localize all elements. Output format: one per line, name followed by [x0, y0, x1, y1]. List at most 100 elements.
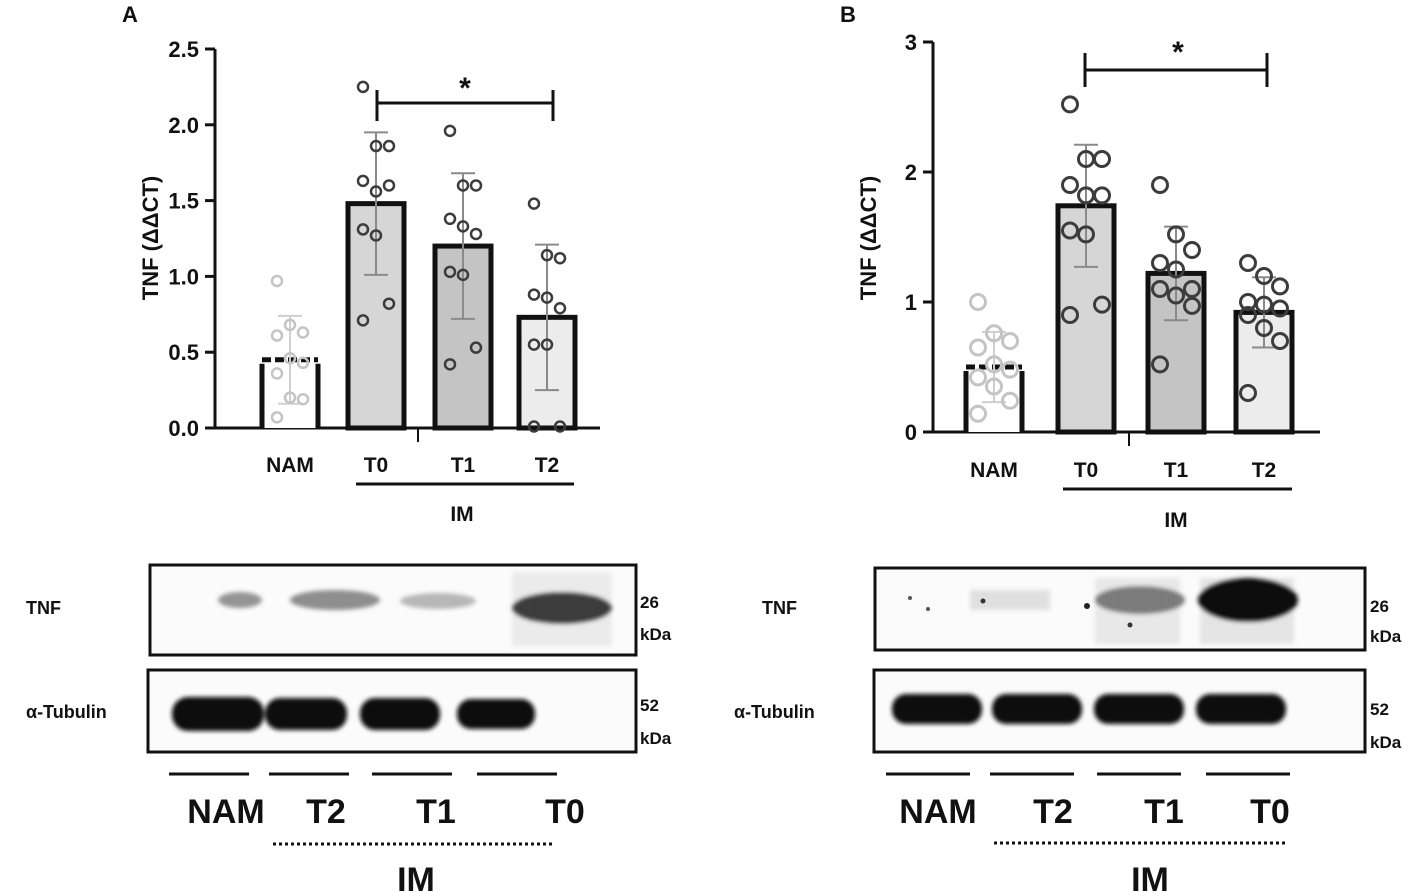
- y-tick-label: 2.5: [168, 37, 199, 62]
- data-point: [985, 324, 1003, 343]
- data-point: [1061, 95, 1079, 114]
- data-point: [527, 197, 541, 210]
- panel-b-group-label: IM: [1164, 509, 1187, 532]
- panel-b-label: B: [840, 2, 856, 27]
- lane-label: T0: [545, 793, 585, 831]
- panel-b-yaxis-ticks: 0 1 2 3: [905, 30, 933, 445]
- panel-a-group-label: IM: [450, 503, 473, 526]
- data-point: [1167, 260, 1185, 279]
- data-point: [969, 368, 987, 387]
- x-tick-label: T1: [451, 454, 476, 477]
- lane-label: T0: [1250, 793, 1290, 831]
- panel-b-western-blot: TNF α-Tubulin 26 kDa 52 kDa: [734, 566, 1402, 891]
- data-point: [985, 377, 1003, 396]
- data-point: [270, 367, 284, 380]
- panel-a-tubulin-kda-unit: kDa: [640, 729, 672, 748]
- bar-t0: [345, 80, 407, 431]
- lane-label: T1: [416, 793, 456, 831]
- panel-a-ylabel: TNF (ΔΔCT): [138, 176, 163, 300]
- x-tick-label: T1: [1164, 459, 1189, 482]
- y-tick-label: 2.0: [168, 113, 199, 138]
- panel-b-tnf-kda-value: 26: [1370, 597, 1389, 616]
- data-point: [356, 314, 370, 327]
- panel-b-tubulin-kda-unit: kDa: [1370, 733, 1402, 752]
- panel-a-tnf-kda-unit: kDa: [640, 625, 672, 644]
- lane-label: NAM: [187, 793, 264, 831]
- data-point: [540, 291, 554, 304]
- data-point: [296, 326, 310, 339]
- panel-b-significance-bracket: *: [1083, 36, 1269, 87]
- data-point: [553, 420, 567, 433]
- data-point: [1077, 225, 1095, 244]
- data-point: [1061, 306, 1079, 324]
- panel-a-blot-group-label: IM: [397, 861, 435, 891]
- bar-t0: [1055, 95, 1117, 435]
- data-point: [1167, 286, 1185, 305]
- panel-a-bars: [259, 80, 578, 433]
- data-point: [985, 355, 1003, 374]
- data-point: [469, 179, 483, 192]
- y-tick-label: 2: [905, 160, 917, 185]
- data-point: [270, 329, 284, 342]
- lane-label: NAM: [899, 793, 976, 831]
- data-point: [283, 391, 297, 404]
- data-point: [1255, 267, 1273, 285]
- data-point: [540, 338, 554, 351]
- panel-a-blot-row-tubulin: α-Tubulin: [26, 702, 107, 722]
- data-point: [456, 268, 470, 282]
- data-point: [553, 301, 567, 315]
- data-point: [527, 288, 541, 301]
- panel-a-significance-bracket: *: [375, 72, 555, 121]
- data-point: [443, 358, 457, 371]
- data-point: [969, 404, 987, 423]
- data-point: [443, 212, 457, 226]
- data-point: [283, 318, 297, 332]
- lane-label: T2: [306, 793, 346, 831]
- data-point: [553, 251, 567, 265]
- panel-a-yaxis-ticks: 0.0 0.5 1.0 1.5 2.0 2.5: [168, 37, 215, 441]
- x-tick-label: T2: [1252, 459, 1277, 482]
- data-point: [1061, 176, 1079, 194]
- data-point: [1001, 360, 1019, 379]
- x-tick-label: NAM: [266, 454, 314, 477]
- panel-b-tnf-bands: [970, 578, 1298, 644]
- panel-a-western-blot: TNF α-Tubulin 26 kDa 52 kDa NAM T2 T1: [26, 563, 672, 891]
- data-point: [527, 420, 541, 433]
- data-point: [1167, 225, 1185, 244]
- data-point: [1239, 384, 1257, 402]
- data-point: [1061, 221, 1079, 240]
- panel-b-ylabel: TNF (ΔΔCT): [856, 176, 881, 300]
- data-point: [1255, 295, 1273, 314]
- data-point: [1183, 280, 1201, 298]
- bar-t2: [516, 197, 578, 433]
- panel-a-lane-labels: NAM T2 T1 T0: [187, 793, 585, 831]
- y-tick-label: 0: [905, 420, 917, 445]
- panel-a-tnf-bands: [218, 572, 612, 646]
- panel-b-chart: B TNF (ΔΔCT) 0 1 2 3 * NAM T0 T1 T2 IM: [840, 2, 1320, 532]
- data-point: [527, 338, 541, 351]
- data-point: [270, 274, 284, 288]
- lane-label: T1: [1144, 793, 1184, 831]
- data-point: [1093, 150, 1111, 168]
- data-point: [540, 248, 554, 262]
- data-point: [369, 229, 383, 242]
- data-point: [1151, 355, 1169, 374]
- panel-b-tubulin-kda-value: 52: [1370, 700, 1389, 719]
- data-point: [356, 174, 370, 188]
- x-tick-label: NAM: [970, 459, 1018, 482]
- data-point: [1239, 254, 1257, 272]
- panel-b-blot-group-label: IM: [1131, 861, 1169, 891]
- bar-nam: [259, 274, 321, 428]
- data-point: [469, 227, 483, 241]
- y-tick-label: 1: [905, 290, 917, 315]
- panel-a-significance-star: *: [459, 72, 471, 105]
- x-tick-label: T2: [535, 454, 560, 477]
- data-point: [369, 139, 383, 153]
- data-point: [296, 356, 310, 370]
- panel-b-tnf-kda-unit: kDa: [1370, 627, 1402, 646]
- data-point: [1239, 306, 1257, 324]
- data-point: [1151, 280, 1169, 298]
- data-point: [1271, 299, 1289, 318]
- data-point: [369, 185, 383, 198]
